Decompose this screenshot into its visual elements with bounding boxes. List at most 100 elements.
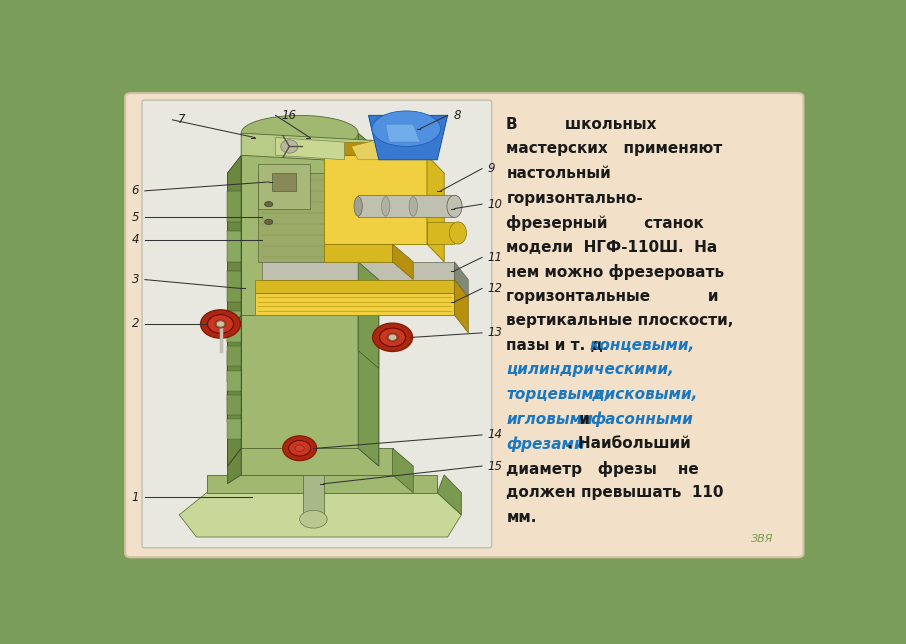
Text: 8: 8	[453, 109, 461, 122]
Text: мм.: мм.	[506, 509, 537, 525]
Ellipse shape	[354, 196, 362, 216]
Polygon shape	[403, 142, 420, 182]
Text: 16: 16	[281, 109, 296, 122]
Ellipse shape	[289, 440, 311, 456]
Polygon shape	[227, 419, 241, 439]
Polygon shape	[455, 262, 468, 298]
Polygon shape	[369, 115, 448, 160]
Text: 1: 1	[131, 491, 140, 504]
Text: игловыми: игловыми	[506, 412, 593, 426]
Ellipse shape	[372, 323, 412, 352]
Polygon shape	[427, 222, 455, 244]
Text: дисковыми,: дисковыми,	[587, 387, 698, 402]
Polygon shape	[323, 155, 427, 244]
Text: вертикальные плоскости,: вертикальные плоскости,	[506, 314, 734, 328]
Text: пазы и т. д.: пазы и т. д.	[506, 338, 614, 353]
Ellipse shape	[265, 219, 273, 225]
Polygon shape	[358, 155, 379, 466]
Text: 2: 2	[131, 317, 140, 330]
Polygon shape	[227, 346, 241, 366]
Polygon shape	[392, 448, 413, 493]
Text: настольный: настольный	[506, 166, 612, 181]
Text: фрезами: фрезами	[506, 436, 585, 451]
FancyBboxPatch shape	[142, 100, 492, 548]
Text: цилиндрическими,: цилиндрическими,	[506, 363, 674, 377]
Text: В         школьных: В школьных	[506, 117, 657, 132]
Polygon shape	[227, 231, 241, 262]
Polygon shape	[262, 262, 455, 279]
Text: и: и	[573, 412, 595, 426]
Polygon shape	[275, 138, 344, 160]
Polygon shape	[358, 315, 379, 466]
Text: торцевыми,: торцевыми,	[506, 387, 611, 402]
Text: 13: 13	[487, 327, 503, 339]
Text: 6: 6	[131, 184, 140, 197]
Polygon shape	[392, 244, 413, 279]
Polygon shape	[255, 293, 455, 315]
Polygon shape	[358, 262, 379, 368]
Text: фрезерный       станок: фрезерный станок	[506, 215, 704, 231]
Polygon shape	[358, 133, 379, 173]
Polygon shape	[227, 370, 241, 390]
Ellipse shape	[449, 222, 467, 244]
Text: . Наибольший: . Наибольший	[567, 436, 691, 451]
Text: ЗВЯ: ЗВЯ	[751, 535, 773, 544]
Text: диаметр   фрезы    не: диаметр фрезы не	[506, 460, 699, 477]
Polygon shape	[455, 279, 468, 333]
Ellipse shape	[300, 511, 327, 528]
Polygon shape	[258, 173, 334, 262]
Ellipse shape	[387, 333, 398, 341]
Polygon shape	[358, 195, 455, 218]
Ellipse shape	[381, 196, 390, 216]
Text: концевыми,: концевыми,	[590, 338, 695, 353]
Polygon shape	[438, 475, 461, 515]
Ellipse shape	[372, 111, 440, 146]
Text: фасонными: фасонными	[590, 412, 693, 427]
Polygon shape	[258, 164, 310, 209]
Ellipse shape	[295, 445, 304, 451]
Text: модели  НГФ-110Ш.  На: модели НГФ-110Ш. На	[506, 240, 718, 254]
Polygon shape	[323, 142, 427, 155]
Text: 9: 9	[487, 162, 496, 175]
Text: 7: 7	[178, 113, 186, 126]
Polygon shape	[227, 350, 241, 382]
Ellipse shape	[447, 195, 462, 218]
Text: 5: 5	[131, 211, 140, 224]
Polygon shape	[227, 310, 241, 342]
Polygon shape	[227, 155, 241, 466]
Polygon shape	[227, 315, 241, 466]
Text: 10: 10	[487, 198, 503, 211]
Text: 12: 12	[487, 282, 503, 295]
Polygon shape	[272, 173, 296, 191]
Text: нем можно фрезеровать: нем можно фрезеровать	[506, 264, 725, 280]
Text: 14: 14	[487, 428, 503, 441]
Polygon shape	[255, 279, 455, 293]
Polygon shape	[207, 475, 438, 493]
Ellipse shape	[410, 196, 418, 216]
Polygon shape	[227, 448, 241, 484]
Text: мастерских   применяют: мастерских применяют	[506, 142, 723, 156]
Polygon shape	[227, 395, 241, 415]
Polygon shape	[227, 191, 241, 222]
Polygon shape	[352, 138, 392, 160]
Ellipse shape	[389, 334, 397, 341]
Polygon shape	[179, 493, 461, 537]
Polygon shape	[241, 155, 358, 448]
Polygon shape	[241, 133, 358, 155]
Polygon shape	[227, 322, 241, 342]
Polygon shape	[386, 124, 420, 142]
Polygon shape	[241, 448, 392, 475]
Polygon shape	[227, 270, 241, 302]
Ellipse shape	[207, 315, 234, 333]
Polygon shape	[227, 390, 241, 422]
Text: горизонтальные           и: горизонтальные и	[506, 289, 719, 304]
Text: должен превышать  110: должен превышать 110	[506, 485, 724, 500]
Polygon shape	[241, 315, 358, 448]
Ellipse shape	[265, 202, 273, 207]
Text: 3: 3	[131, 273, 140, 286]
Polygon shape	[241, 133, 403, 164]
Ellipse shape	[215, 320, 226, 328]
Ellipse shape	[380, 328, 406, 346]
Ellipse shape	[283, 436, 316, 460]
Text: 4: 4	[131, 233, 140, 246]
